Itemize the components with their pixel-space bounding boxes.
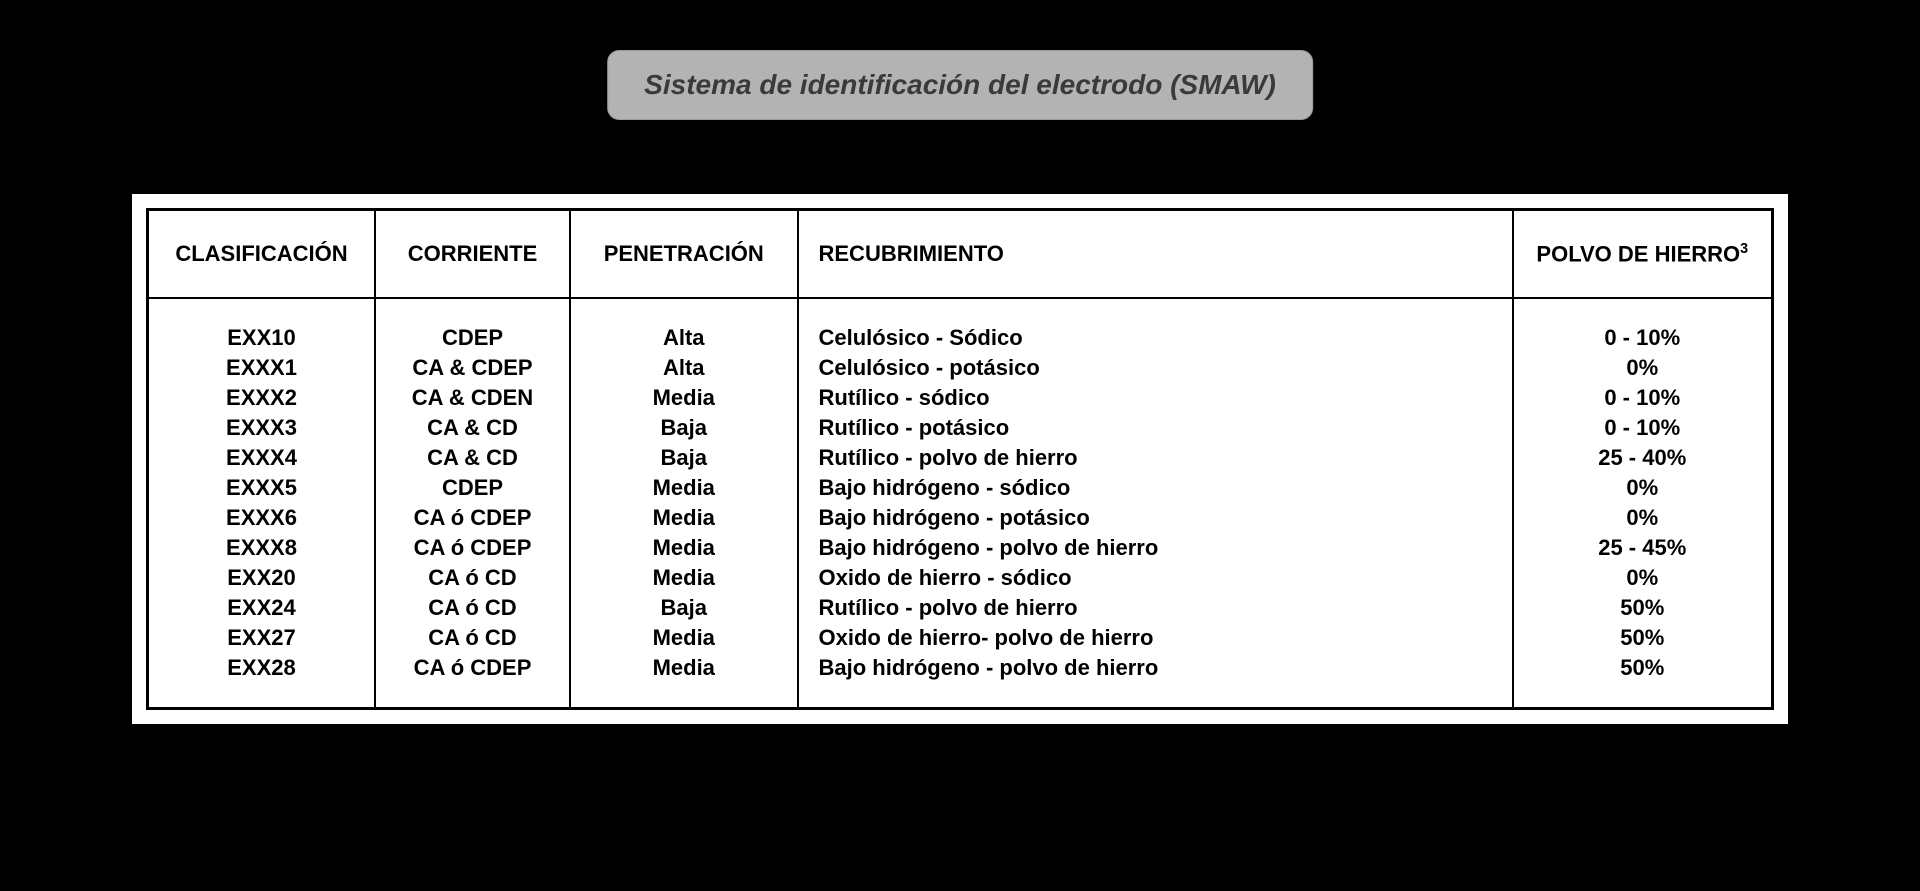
cell-polvo: 25 - 40%	[1513, 443, 1773, 473]
cell-penetracion: Media	[570, 503, 798, 533]
cell-polvo: 0 - 10%	[1513, 383, 1773, 413]
cell-corriente: CA ó CDEP	[375, 653, 570, 709]
table-row: EXX24CA ó CDBajaRutílico - polvo de hier…	[148, 593, 1773, 623]
cell-recubrimiento: Rutílico - polvo de hierro	[798, 593, 1513, 623]
col-header-clasificacion: CLASIFICACIÓN	[148, 210, 376, 299]
cell-penetracion: Media	[570, 533, 798, 563]
col-header-polvo-text: POLVO DE HIERRO	[1536, 241, 1740, 266]
cell-polvo: 50%	[1513, 623, 1773, 653]
cell-clasificacion: EXX10	[148, 298, 376, 353]
col-header-polvo: POLVO DE HIERRO3	[1513, 210, 1773, 299]
cell-penetracion: Baja	[570, 593, 798, 623]
cell-penetracion: Baja	[570, 413, 798, 443]
cell-polvo: 0 - 10%	[1513, 298, 1773, 353]
cell-corriente: CDEP	[375, 473, 570, 503]
cell-recubrimiento: Bajo hidrógeno - polvo de hierro	[798, 533, 1513, 563]
cell-corriente: CA & CDEN	[375, 383, 570, 413]
table-row: EXXX3CA & CDBajaRutílico - potásico0 - 1…	[148, 413, 1773, 443]
cell-corriente: CDEP	[375, 298, 570, 353]
cell-corriente: CA ó CD	[375, 563, 570, 593]
cell-clasificacion: EXX24	[148, 593, 376, 623]
table-row: EXXX6CA ó CDEPMediaBajo hidrógeno - potá…	[148, 503, 1773, 533]
cell-polvo: 0%	[1513, 503, 1773, 533]
cell-recubrimiento: Rutílico - sódico	[798, 383, 1513, 413]
cell-clasificacion: EXXX6	[148, 503, 376, 533]
table-row: EXXX4CA & CDBajaRutílico - polvo de hier…	[148, 443, 1773, 473]
cell-penetracion: Media	[570, 383, 798, 413]
cell-clasificacion: EXX27	[148, 623, 376, 653]
cell-recubrimiento: Bajo hidrógeno - polvo de hierro	[798, 653, 1513, 709]
cell-penetracion: Baja	[570, 443, 798, 473]
table-row: EXX27CA ó CDMediaOxido de hierro- polvo …	[148, 623, 1773, 653]
cell-polvo: 0%	[1513, 353, 1773, 383]
col-header-penetracion: PENETRACIÓN	[570, 210, 798, 299]
table-row: EXXX5CDEPMediaBajo hidrógeno - sódico0%	[148, 473, 1773, 503]
cell-recubrimiento: Oxido de hierro - sódico	[798, 563, 1513, 593]
cell-penetracion: Alta	[570, 298, 798, 353]
cell-penetracion: Media	[570, 653, 798, 709]
cell-recubrimiento: Rutílico - potásico	[798, 413, 1513, 443]
table-header-row: CLASIFICACIÓN CORRIENTE PENETRACIÓN RECU…	[148, 210, 1773, 299]
cell-penetracion: Alta	[570, 353, 798, 383]
cell-clasificacion: EXXX8	[148, 533, 376, 563]
cell-polvo: 25 - 45%	[1513, 533, 1773, 563]
table-row: EXXX2CA & CDENMediaRutílico - sódico0 - …	[148, 383, 1773, 413]
table-row: EXXX1CA & CDEPAltaCelulósico - potásico0…	[148, 353, 1773, 383]
cell-penetracion: Media	[570, 623, 798, 653]
table-row: EXX10CDEPAltaCelulósico - Sódico0 - 10%	[148, 298, 1773, 353]
cell-polvo: 0 - 10%	[1513, 413, 1773, 443]
cell-corriente: CA & CD	[375, 413, 570, 443]
cell-corriente: CA ó CD	[375, 593, 570, 623]
table-container: CLASIFICACIÓN CORRIENTE PENETRACIÓN RECU…	[128, 190, 1792, 728]
cell-polvo: 50%	[1513, 593, 1773, 623]
col-header-recubrimiento: RECUBRIMIENTO	[798, 210, 1513, 299]
cell-corriente: CA & CD	[375, 443, 570, 473]
cell-corriente: CA ó CDEP	[375, 503, 570, 533]
table-body: EXX10CDEPAltaCelulósico - Sódico0 - 10%E…	[148, 298, 1773, 709]
cell-clasificacion: EXX20	[148, 563, 376, 593]
cell-corriente: CA ó CDEP	[375, 533, 570, 563]
table-row: EXXX8CA ó CDEPMediaBajo hidrógeno - polv…	[148, 533, 1773, 563]
cell-penetracion: Media	[570, 563, 798, 593]
cell-recubrimiento: Bajo hidrógeno - potásico	[798, 503, 1513, 533]
cell-corriente: CA ó CD	[375, 623, 570, 653]
cell-recubrimiento: Celulósico - Sódico	[798, 298, 1513, 353]
cell-penetracion: Media	[570, 473, 798, 503]
cell-corriente: CA & CDEP	[375, 353, 570, 383]
cell-clasificacion: EXXX2	[148, 383, 376, 413]
cell-polvo: 0%	[1513, 473, 1773, 503]
col-header-corriente: CORRIENTE	[375, 210, 570, 299]
cell-clasificacion: EXXX4	[148, 443, 376, 473]
cell-recubrimiento: Oxido de hierro- polvo de hierro	[798, 623, 1513, 653]
electrode-table: CLASIFICACIÓN CORRIENTE PENETRACIÓN RECU…	[146, 208, 1774, 710]
cell-recubrimiento: Bajo hidrógeno - sódico	[798, 473, 1513, 503]
cell-polvo: 0%	[1513, 563, 1773, 593]
cell-clasificacion: EXXX5	[148, 473, 376, 503]
table-row: EXX28CA ó CDEPMediaBajo hidrógeno - polv…	[148, 653, 1773, 709]
cell-recubrimiento: Celulósico - potásico	[798, 353, 1513, 383]
cell-clasificacion: EXX28	[148, 653, 376, 709]
page-title: Sistema de identificación del electrodo …	[607, 50, 1313, 120]
cell-recubrimiento: Rutílico - polvo de hierro	[798, 443, 1513, 473]
cell-clasificacion: EXXX3	[148, 413, 376, 443]
cell-polvo: 50%	[1513, 653, 1773, 709]
cell-clasificacion: EXXX1	[148, 353, 376, 383]
table-row: EXX20CA ó CDMediaOxido de hierro - sódic…	[148, 563, 1773, 593]
col-header-polvo-sup: 3	[1740, 241, 1748, 257]
